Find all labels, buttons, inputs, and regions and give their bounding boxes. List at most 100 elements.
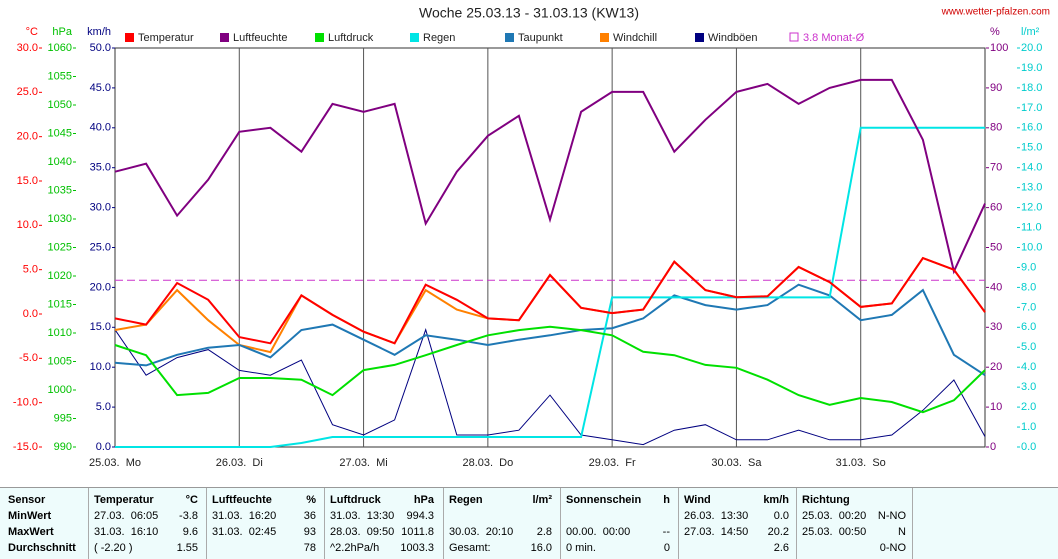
legend-label: Regen	[423, 32, 455, 44]
y-tick-label: 25.0	[90, 241, 111, 253]
y-tick-label: 40	[990, 281, 1002, 293]
y-tick-label: 0.0	[1021, 441, 1036, 453]
y-tick-label: 0.0	[96, 441, 111, 453]
table-cell: 93	[303, 526, 316, 538]
y-tick-label: 1010	[48, 327, 72, 339]
y-tick-label: 20.0	[1021, 42, 1042, 54]
y-tick-label: 10.0	[90, 361, 111, 373]
y-tick-label: 1045	[48, 127, 72, 139]
y-tick-label: 18.0	[1021, 82, 1042, 94]
y-tick-label: 25.0	[17, 86, 38, 98]
y-tick-label: 12.0	[1021, 202, 1042, 214]
y-tick-label: 5.0	[96, 401, 111, 413]
axis-unit: %	[990, 26, 1000, 38]
legend-label: Luftfeuchte	[233, 32, 287, 44]
table-cell: N-NO	[877, 510, 906, 522]
series-line	[114, 256, 986, 345]
table-header: Sensor	[8, 494, 46, 506]
y-tick-label: 19.0	[1021, 62, 1042, 74]
legend-swatch	[789, 32, 799, 42]
axis-unit: l/m²	[1021, 26, 1040, 38]
legend-swatch	[410, 33, 419, 42]
table-cell: 16.0	[530, 542, 552, 554]
y-tick-label: 995	[54, 412, 72, 424]
series-line	[114, 325, 986, 414]
y-tick-label: 17.0	[1021, 102, 1042, 114]
legend-swatch	[600, 33, 609, 42]
table-cell: 2.8	[536, 526, 552, 538]
table-cell: 25.03. 00:20	[802, 510, 867, 522]
y-tick-label: 50	[990, 241, 1002, 253]
table-header: Luftfeuchte	[212, 494, 272, 506]
table-header: h	[663, 494, 670, 506]
y-tick-label: 1005	[48, 355, 72, 367]
y-tick-label: 4.0	[1021, 361, 1036, 373]
y-tick-label: 15.0	[17, 175, 38, 187]
x-tick-label: 30.03. Sa	[711, 457, 762, 469]
y-tick-label: 9.0	[1021, 261, 1036, 273]
series-line	[115, 126, 985, 448]
x-tick-label: 29.03. Fr	[589, 457, 636, 469]
y-tick-label: 1040	[48, 156, 72, 168]
table-cell: 2.6	[773, 542, 789, 554]
y-tick-label: 10.0	[17, 219, 38, 231]
table-cell: N	[898, 526, 906, 538]
axis-unit: °C	[26, 26, 38, 38]
table-header: l/m²	[532, 494, 552, 506]
table-cell: ( -2.20 )	[94, 542, 133, 554]
table-cell: 1011.8	[401, 526, 434, 538]
y-tick-label: 990	[54, 441, 72, 453]
y-tick-label: 1.0	[1021, 421, 1036, 433]
y-tick-label: 1030	[48, 213, 72, 225]
legend-swatch	[125, 33, 134, 42]
y-tick-label: 70	[990, 162, 1002, 174]
y-tick-label: 1055	[48, 70, 72, 82]
table-header: hPa	[413, 494, 434, 506]
y-tick-label: 11.0	[1021, 221, 1042, 233]
y-tick-label: 1015	[48, 298, 72, 310]
y-tick-label: 0	[990, 441, 996, 453]
table-header: Regen	[449, 494, 483, 506]
plot-area	[114, 47, 986, 448]
y-tick-label: 16.0	[1021, 122, 1042, 134]
legend-swatch	[505, 33, 514, 42]
x-tick-label: 26.03. Di	[216, 457, 263, 469]
series-line	[114, 78, 986, 275]
y-tick-label: 35.0	[90, 162, 111, 174]
table-cell: Gesamt:	[449, 542, 491, 554]
legend-label: Taupunkt	[518, 32, 563, 44]
legend-label: 3.8 Monat-Ø	[803, 32, 865, 44]
table-cell: 0	[663, 542, 670, 554]
y-tick-label: 45.0	[90, 82, 111, 94]
y-tick-label: 5.0	[1021, 341, 1036, 353]
y-tick-label: 3.0	[1021, 381, 1036, 393]
y-tick-label: 2.0	[1021, 401, 1036, 413]
y-tick-label: -10.0	[13, 397, 38, 409]
table-header: Luftdruck	[330, 494, 381, 506]
y-tick-label: 10	[990, 401, 1002, 413]
table-cell: --	[662, 526, 670, 538]
table-cell: 20.2	[767, 526, 789, 538]
table-cell: 9.6	[182, 526, 198, 538]
y-tick-label: 1060	[48, 42, 72, 54]
x-tick-label: 28.03. Do	[462, 457, 513, 469]
y-tick-label: 1050	[48, 99, 72, 111]
y-tick-label: 0.0	[23, 308, 38, 320]
summary-table: Sensor Temperatur °C Luftfeuchte% Luftdruck h…	[0, 487, 1058, 559]
table-cell: 0-NO	[879, 542, 906, 554]
y-tick-label: 50.0	[90, 42, 111, 54]
legend-swatch	[315, 33, 324, 42]
table-cell: 0.0	[773, 510, 789, 522]
y-tick-label: 20	[990, 361, 1002, 373]
source: www.wetter-pfalzen.com	[941, 7, 1050, 18]
x-tick-label: 27.03. Mi	[339, 457, 387, 469]
column-separator	[560, 488, 561, 559]
series-line	[114, 283, 986, 377]
table-cell: 30.03. 20:10	[449, 526, 514, 538]
y-tick-label: 15.0	[90, 321, 111, 333]
y-tick-label: 13.0	[1021, 182, 1042, 194]
y-tick-label: 20.0	[17, 131, 38, 143]
y-tick-label: 15.0	[1021, 142, 1042, 154]
x-tick-label: 31.03. So	[836, 457, 886, 469]
table-cell: ^2.2hPa/h	[330, 542, 380, 554]
